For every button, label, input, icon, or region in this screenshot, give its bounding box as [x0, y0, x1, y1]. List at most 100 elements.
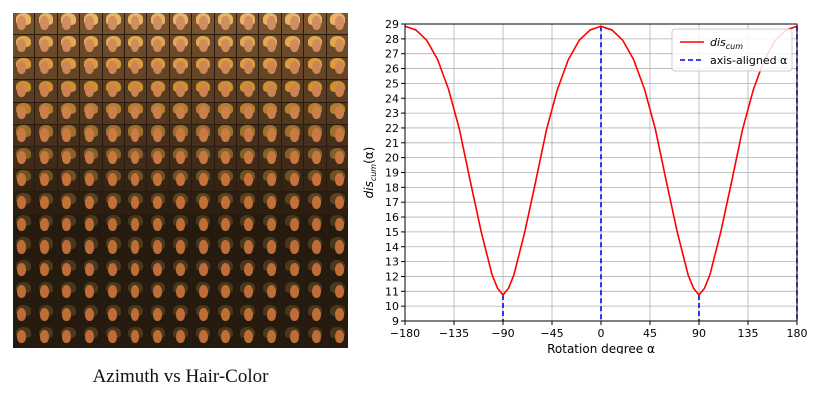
face-shape: [266, 150, 276, 165]
face-shape: [85, 83, 94, 97]
face-thumbnail: [13, 326, 35, 348]
face-shape: [221, 307, 231, 321]
face-shape: [39, 83, 49, 97]
face-thumbnail: [192, 13, 214, 35]
face-shape: [198, 38, 208, 53]
face-thumbnail: [281, 192, 304, 214]
face-thumbnail: [35, 102, 57, 124]
face-thumbnail: [304, 169, 326, 192]
face-shape: [176, 285, 185, 299]
face-thumbnail: [124, 147, 147, 169]
face-thumbnail: [147, 147, 169, 169]
face-shape: [130, 16, 140, 30]
y-tick-label: 21: [385, 137, 399, 150]
face-thumbnail: [102, 304, 124, 326]
face-shape: [16, 128, 26, 142]
face-shape: [221, 240, 231, 254]
face-thumbnail: [259, 214, 281, 236]
face-thumbnail: [214, 259, 236, 281]
face-thumbnail: [80, 57, 102, 80]
face-thumbnail: [169, 80, 192, 102]
face-thumbnail: [304, 281, 326, 304]
face-shape: [107, 307, 117, 321]
face-shape: [221, 128, 231, 142]
face-thumbnail: [236, 326, 259, 348]
face-shape: [85, 38, 94, 53]
x-tick-label: 45: [643, 327, 657, 340]
face-shape: [16, 61, 26, 75]
face-shape: [335, 61, 345, 75]
face-thumbnail: [102, 236, 124, 259]
x-tick-label: −180: [390, 327, 420, 340]
legend-label-curve: discum: [710, 36, 743, 51]
face-thumbnail: [169, 57, 192, 80]
face-shape: [244, 173, 254, 187]
face-shape: [312, 106, 322, 120]
face-shape: [221, 106, 231, 120]
face-shape: [39, 330, 49, 344]
face-shape: [107, 128, 117, 142]
face-thumbnail: [35, 192, 57, 214]
face-thumbnail: [192, 304, 214, 326]
face-shape: [153, 195, 163, 209]
x-tick-label: 90: [692, 327, 706, 340]
face-shape: [289, 16, 299, 30]
face-shape: [244, 285, 254, 299]
face-thumbnail: [80, 147, 102, 169]
face-shape: [16, 218, 26, 232]
face-thumbnail: [102, 13, 124, 35]
face-shape: [289, 307, 299, 321]
face-thumbnail: [281, 169, 304, 192]
face-shape: [198, 285, 208, 299]
y-tick-label: 17: [385, 196, 399, 209]
face-thumbnail: [236, 57, 259, 80]
face-shape: [39, 16, 49, 30]
face-thumbnail: [169, 214, 192, 236]
face-shape: [130, 307, 140, 321]
face-shape: [244, 330, 254, 344]
face-shape: [39, 285, 49, 299]
face-shape: [335, 285, 345, 299]
face-thumbnail: [124, 214, 147, 236]
face-thumbnail: [281, 259, 304, 281]
y-tick-label: 24: [385, 92, 399, 105]
face-shape: [244, 218, 254, 232]
face-thumbnail: [147, 124, 169, 147]
face-shape: [16, 38, 26, 53]
face-thumbnail: [147, 80, 169, 102]
face-thumbnail: [281, 236, 304, 259]
face-shape: [198, 128, 208, 142]
face-thumbnail: [13, 80, 35, 102]
face-thumbnail: [304, 124, 326, 147]
face-shape: [266, 16, 276, 30]
face-shape: [312, 150, 322, 165]
face-shape: [221, 16, 231, 30]
face-shape: [62, 128, 72, 142]
face-thumbnail: [124, 124, 147, 147]
face-shape: [266, 330, 276, 344]
y-axis-label: discum(α): [362, 147, 378, 199]
face-shape: [85, 173, 94, 187]
y-tick-label: 9: [392, 315, 399, 328]
face-shape: [130, 285, 140, 299]
face-thumbnail: [169, 326, 192, 348]
face-thumbnail: [102, 35, 124, 57]
face-shape: [221, 83, 231, 97]
face-thumbnail: [326, 13, 348, 35]
face-shape: [221, 38, 231, 53]
face-thumbnail: [35, 259, 57, 281]
face-shape: [176, 240, 185, 254]
face-thumbnail: [236, 281, 259, 304]
face-thumbnail: [124, 304, 147, 326]
face-thumbnail: [281, 13, 304, 35]
face-thumbnail: [80, 326, 102, 348]
face-thumbnail: [80, 304, 102, 326]
face-thumbnail: [57, 57, 80, 80]
legend-box: [671, 28, 793, 72]
face-shape: [312, 128, 322, 142]
y-tick-label: 18: [385, 181, 399, 194]
face-thumbnail: [80, 236, 102, 259]
face-thumbnail: [326, 281, 348, 304]
face-thumbnail: [80, 259, 102, 281]
